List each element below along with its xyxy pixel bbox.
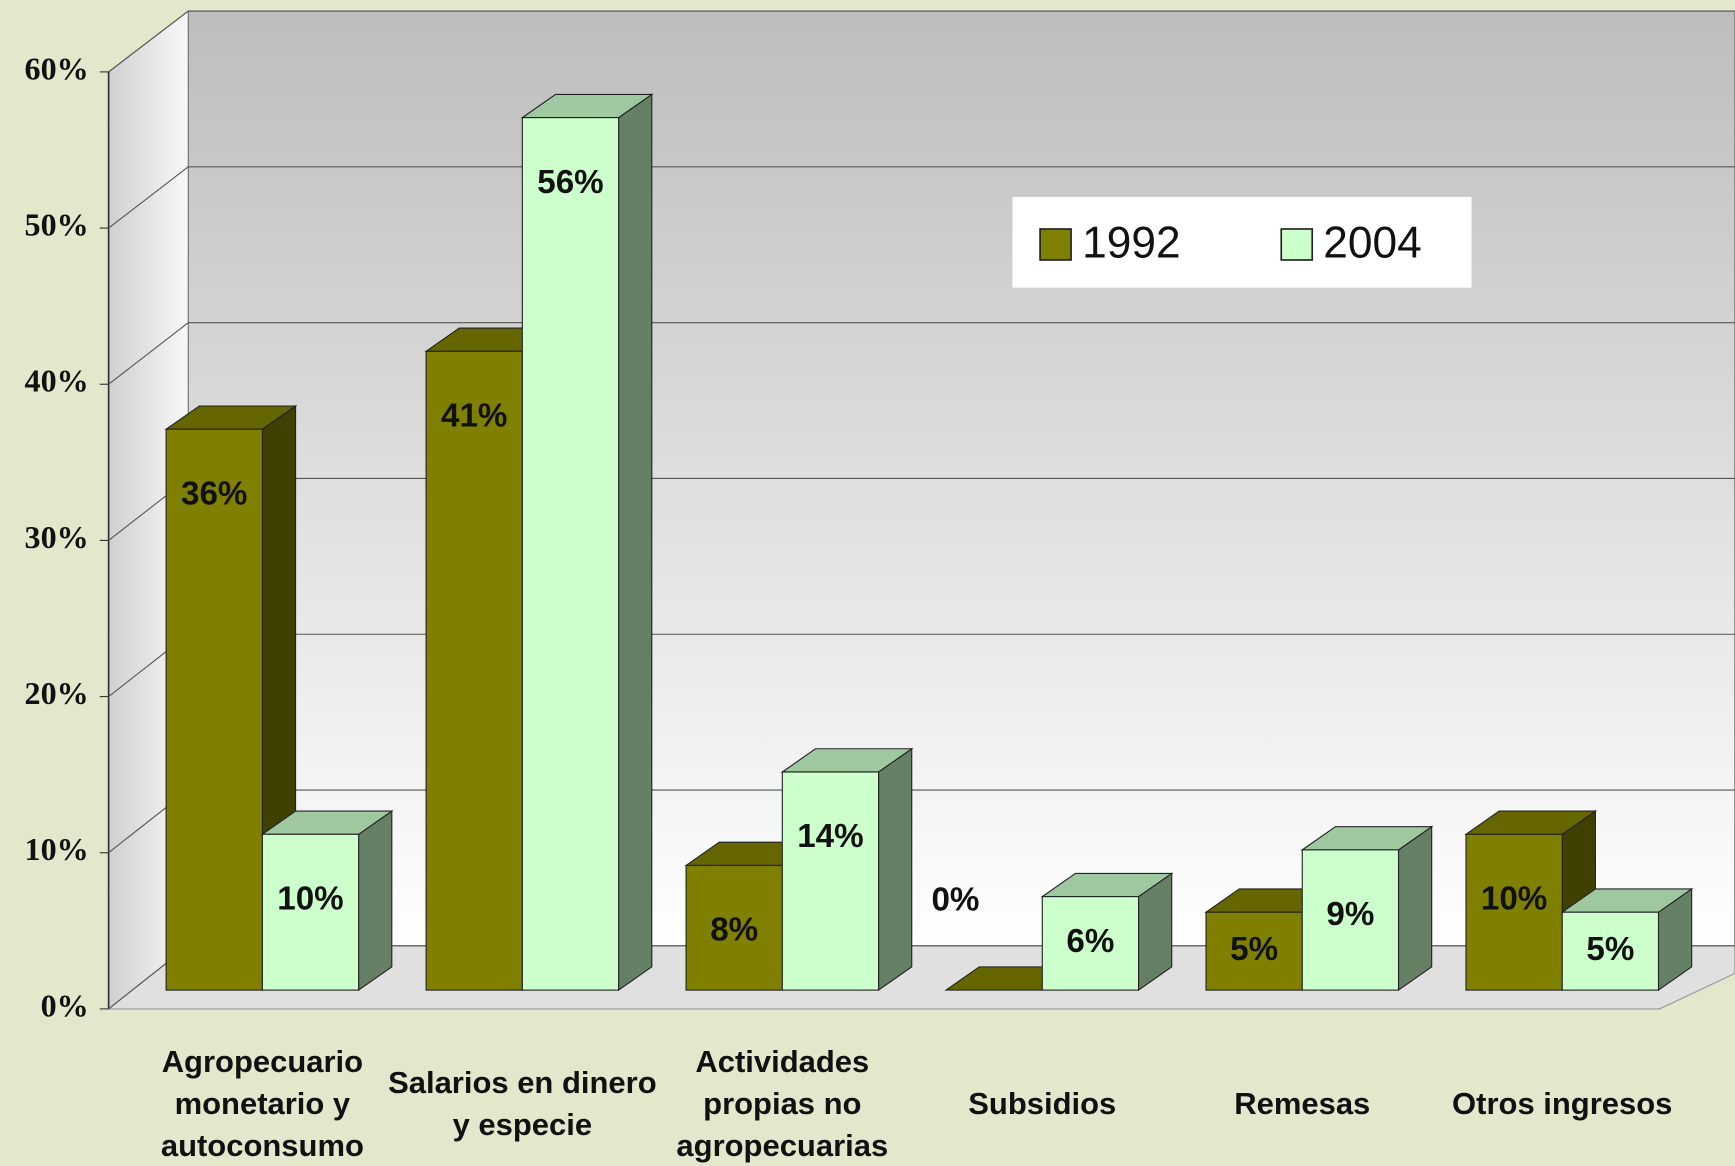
data-label: 8% bbox=[710, 912, 758, 949]
bar bbox=[1041, 896, 1140, 991]
bar bbox=[781, 771, 880, 991]
grid-line bbox=[108, 166, 189, 229]
data-label: 6% bbox=[1066, 923, 1114, 960]
legend: 1992 2004 bbox=[1039, 218, 1422, 267]
grid-line bbox=[108, 322, 189, 385]
y-tick-label: 10% bbox=[25, 831, 89, 867]
y-tick-label: 0% bbox=[41, 987, 89, 1023]
legend-swatch bbox=[1280, 228, 1314, 261]
x-tick-label: Remesas bbox=[1234, 1085, 1371, 1121]
bar bbox=[425, 350, 523, 991]
legend-label: 1992 bbox=[1082, 218, 1180, 267]
bar bbox=[1561, 911, 1660, 991]
y-tick-label: 30% bbox=[25, 519, 89, 555]
data-label: 5% bbox=[1230, 931, 1278, 968]
x-tick-label: Otros ingresos bbox=[1452, 1085, 1673, 1121]
bar bbox=[521, 117, 620, 991]
data-label: 5% bbox=[1586, 931, 1634, 968]
bar-side bbox=[878, 747, 913, 992]
bar-side bbox=[358, 810, 393, 992]
y-tick-label: 50% bbox=[25, 206, 89, 242]
data-label: 10% bbox=[1481, 880, 1547, 917]
data-label: 0% bbox=[931, 881, 979, 918]
bar bbox=[165, 428, 263, 991]
x-tick-label-box: Otros ingresos bbox=[1452, 1085, 1673, 1121]
bar-side bbox=[1397, 825, 1433, 992]
x-tick-label: Salarios en dinero y especie bbox=[388, 1064, 657, 1142]
data-label: 41% bbox=[441, 397, 507, 434]
y-tick-label: 40% bbox=[25, 363, 89, 399]
y-tick-label: 60% bbox=[25, 50, 89, 86]
x-tick-label: Subsidios bbox=[968, 1085, 1117, 1121]
x-tick-label: Actividades propias no agropecuarias bbox=[676, 1043, 889, 1163]
x-tick-label-box: Subsidios bbox=[968, 1085, 1117, 1121]
bar bbox=[1465, 833, 1563, 991]
x-tick-label: Agropecuario monetario y autoconsumo bbox=[160, 1043, 364, 1163]
legend-box bbox=[1012, 196, 1472, 288]
bar bbox=[1301, 849, 1400, 991]
data-label: 9% bbox=[1326, 896, 1374, 933]
x-tick-label-box: Salarios en dinero y especie bbox=[388, 1064, 657, 1142]
grid-line bbox=[108, 10, 189, 73]
x-tick-label-box: Agropecuario monetario y autoconsumo bbox=[160, 1043, 364, 1163]
x-tick-label-box: Remesas bbox=[1234, 1085, 1371, 1121]
y-tick-label: 20% bbox=[25, 675, 89, 711]
legend-swatch bbox=[1039, 228, 1072, 261]
legend-label: 2004 bbox=[1323, 218, 1421, 267]
bar bbox=[685, 864, 783, 991]
data-label: 56% bbox=[537, 164, 603, 201]
bar bbox=[261, 833, 360, 991]
bar-side bbox=[618, 93, 653, 992]
bars: 36% 10% Agropecuario monetario y autoconsu… bbox=[160, 93, 1694, 1163]
x-tick-label-box: Actividades propias no agropecuarias bbox=[676, 1043, 889, 1163]
data-label: 10% bbox=[277, 880, 343, 917]
data-label: 14% bbox=[797, 818, 863, 855]
data-label: 36% bbox=[181, 475, 247, 512]
bar bbox=[1205, 911, 1303, 991]
